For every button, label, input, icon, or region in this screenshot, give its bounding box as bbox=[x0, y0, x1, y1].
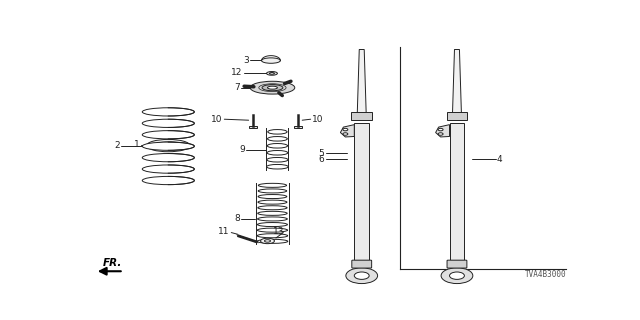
Ellipse shape bbox=[268, 144, 287, 148]
Text: 6: 6 bbox=[319, 155, 324, 164]
Text: FR.: FR. bbox=[102, 258, 122, 268]
Ellipse shape bbox=[266, 72, 277, 75]
Circle shape bbox=[449, 272, 465, 279]
Ellipse shape bbox=[142, 165, 195, 173]
Text: 7: 7 bbox=[234, 83, 240, 92]
FancyBboxPatch shape bbox=[447, 112, 467, 120]
Ellipse shape bbox=[258, 200, 287, 204]
FancyBboxPatch shape bbox=[248, 126, 257, 128]
Ellipse shape bbox=[142, 142, 195, 150]
FancyBboxPatch shape bbox=[352, 260, 372, 268]
Ellipse shape bbox=[259, 183, 287, 187]
Ellipse shape bbox=[257, 234, 288, 238]
Ellipse shape bbox=[269, 73, 275, 74]
Circle shape bbox=[441, 268, 473, 284]
Ellipse shape bbox=[250, 81, 295, 94]
Ellipse shape bbox=[142, 119, 195, 127]
Circle shape bbox=[438, 128, 443, 131]
Text: 12: 12 bbox=[231, 68, 242, 77]
Text: 13: 13 bbox=[273, 227, 284, 236]
Ellipse shape bbox=[268, 130, 287, 134]
Ellipse shape bbox=[258, 206, 287, 210]
Text: 4: 4 bbox=[497, 155, 502, 164]
Ellipse shape bbox=[258, 195, 287, 198]
Circle shape bbox=[355, 272, 369, 279]
FancyBboxPatch shape bbox=[449, 124, 465, 260]
Text: 11: 11 bbox=[218, 227, 230, 236]
FancyBboxPatch shape bbox=[351, 112, 372, 120]
Text: 10: 10 bbox=[312, 115, 324, 124]
Ellipse shape bbox=[268, 86, 277, 89]
Text: 8: 8 bbox=[234, 214, 240, 223]
Polygon shape bbox=[452, 50, 461, 114]
Ellipse shape bbox=[260, 238, 275, 244]
Ellipse shape bbox=[268, 137, 287, 141]
Ellipse shape bbox=[258, 189, 287, 193]
Text: TVA4B3000: TVA4B3000 bbox=[524, 270, 566, 279]
Circle shape bbox=[343, 133, 348, 135]
Ellipse shape bbox=[257, 228, 287, 232]
Polygon shape bbox=[436, 124, 449, 137]
Ellipse shape bbox=[147, 140, 190, 152]
Ellipse shape bbox=[257, 217, 287, 221]
Text: 3: 3 bbox=[243, 56, 249, 65]
Ellipse shape bbox=[262, 84, 283, 91]
Text: 9: 9 bbox=[239, 145, 244, 154]
Polygon shape bbox=[357, 50, 366, 114]
Ellipse shape bbox=[142, 108, 195, 116]
Ellipse shape bbox=[266, 164, 288, 169]
Ellipse shape bbox=[267, 157, 288, 162]
Polygon shape bbox=[340, 124, 355, 137]
FancyBboxPatch shape bbox=[294, 126, 302, 128]
Text: 5: 5 bbox=[319, 149, 324, 158]
Circle shape bbox=[438, 133, 443, 135]
Ellipse shape bbox=[267, 150, 288, 155]
Text: 10: 10 bbox=[211, 115, 223, 124]
Ellipse shape bbox=[142, 176, 195, 185]
Text: 1: 1 bbox=[134, 140, 140, 149]
Ellipse shape bbox=[258, 211, 287, 215]
Ellipse shape bbox=[257, 222, 287, 227]
Ellipse shape bbox=[142, 131, 195, 139]
Ellipse shape bbox=[264, 240, 271, 242]
Circle shape bbox=[343, 128, 348, 131]
Circle shape bbox=[346, 268, 378, 284]
Ellipse shape bbox=[142, 154, 195, 162]
Text: 2: 2 bbox=[114, 141, 120, 150]
FancyBboxPatch shape bbox=[355, 124, 369, 260]
Ellipse shape bbox=[257, 239, 288, 243]
FancyBboxPatch shape bbox=[447, 260, 467, 268]
Ellipse shape bbox=[262, 58, 280, 63]
